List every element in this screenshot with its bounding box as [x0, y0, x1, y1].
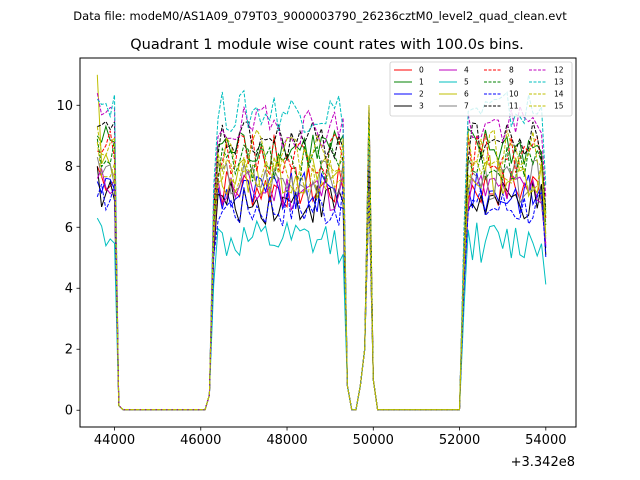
y-tick-label: 8 [65, 160, 73, 175]
y-tick-label: 10 [56, 99, 73, 114]
chart-subtitle: Data file: modeM0/AS1A09_079T03_90000037… [73, 9, 567, 23]
x-offset-label: +3.342e8 [511, 455, 575, 470]
y-tick-label: 6 [65, 221, 73, 236]
series-layer [96, 74, 547, 411]
x-tick-label: 44000 [94, 433, 135, 448]
legend-label-2: 2 [419, 90, 424, 99]
legend-label-13: 13 [554, 78, 564, 87]
legend-label-0: 0 [419, 66, 424, 75]
legend-label-3: 3 [419, 102, 424, 111]
y-tick-label: 0 [65, 404, 73, 419]
chart-title: Quadrant 1 module wise count rates with … [130, 37, 524, 53]
y-tick-label: 2 [65, 343, 73, 358]
legend-label-12: 12 [554, 66, 564, 75]
legend-label-14: 14 [554, 90, 564, 99]
legend-label-1: 1 [419, 78, 424, 87]
legend-frame [389, 61, 573, 117]
series-line-12 [96, 93, 547, 411]
x-tick-label: 48000 [266, 433, 307, 448]
legend-label-6: 6 [464, 90, 469, 99]
series-line-14 [96, 105, 547, 411]
legend-label-10: 10 [509, 90, 519, 99]
series-line-15 [96, 126, 547, 411]
legend-label-4: 4 [464, 66, 469, 75]
legend-label-8: 8 [509, 66, 514, 75]
y-tick-label: 4 [65, 282, 73, 297]
legend-label-5: 5 [464, 78, 469, 87]
legend-label-7: 7 [464, 102, 469, 111]
plot-frame [79, 57, 577, 428]
x-tick-label: 54000 [525, 433, 566, 448]
tick-layer: 44000 46000 48000 50000 52000 54000 0 2 4 6 8 10 [56, 99, 566, 448]
legend-label-15: 15 [554, 102, 564, 111]
x-tick-label: 52000 [439, 433, 480, 448]
legend-label-11: 11 [509, 102, 519, 111]
x-tick-label: 46000 [180, 433, 221, 448]
x-tick-label: 50000 [353, 433, 394, 448]
legend-label-9: 9 [509, 78, 514, 87]
